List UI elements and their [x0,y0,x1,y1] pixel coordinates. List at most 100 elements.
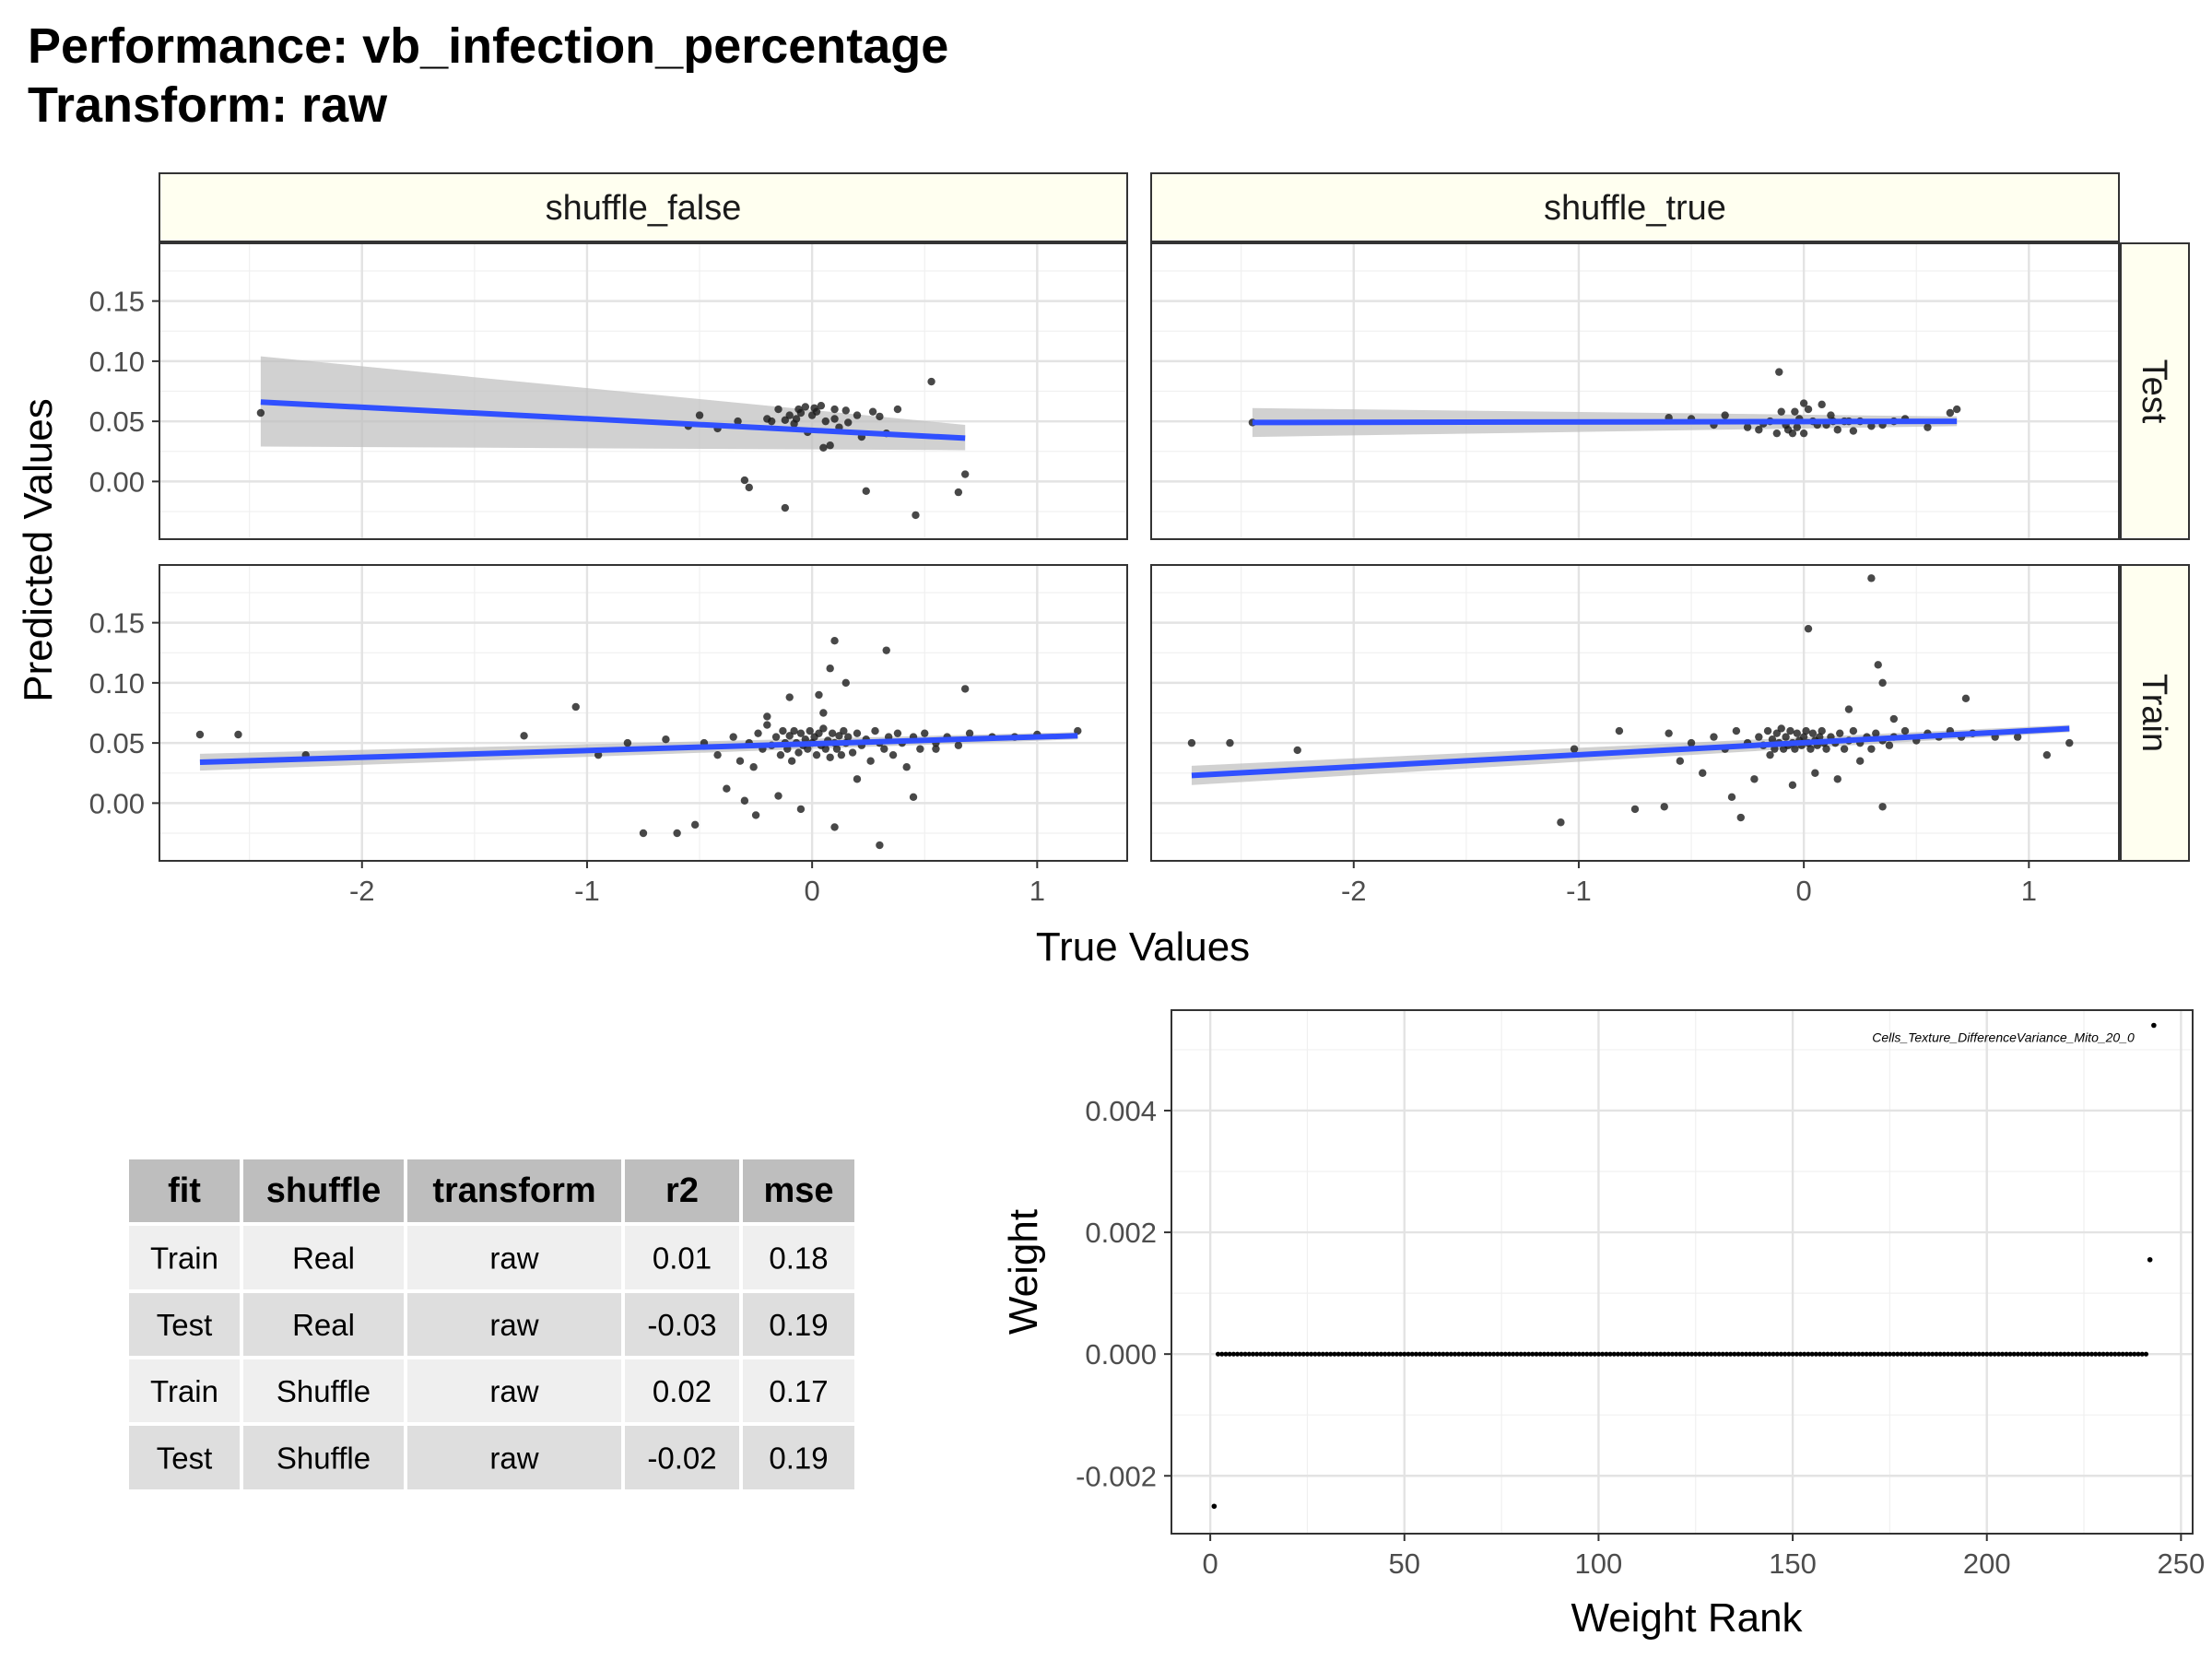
data-point [790,726,798,735]
weight-point [1957,1351,1962,1357]
weight-point [1557,1351,1562,1357]
data-point [1806,745,1815,753]
y-tick-label: 0.002 [1085,1217,1157,1249]
row-strip-train: Train [2120,564,2190,862]
weight-point [1778,1351,1784,1357]
weight-point [1328,1351,1334,1357]
weight-point [1452,1351,1458,1357]
data-point [767,417,776,426]
weight-point [1518,1351,1524,1357]
data-point [826,665,834,673]
table-cell-fit: Test [157,1441,213,1476]
weight-point [1848,1351,1853,1357]
weight-point [1654,1351,1660,1357]
weight-point [1553,1351,1559,1357]
weight-point [1565,1351,1571,1357]
table-cell-transform-bg [407,1293,621,1356]
weight-point [2004,1351,2009,1357]
weight-point [1976,1351,1982,1357]
table-cell-r2: 0.02 [653,1374,712,1408]
data-point [794,748,803,757]
data-point [826,441,834,450]
table-cell-shuffle-bg [243,1359,404,1422]
weight-point [1914,1351,1920,1357]
y-tick-label: 0.05 [89,727,145,759]
weight-point [2046,1351,2052,1357]
weight-point [1363,1351,1369,1357]
weight-point [1281,1351,1287,1357]
data-point [745,483,753,492]
weight-point [1269,1351,1276,1357]
weight-point [1239,1351,1244,1357]
weight-point [1483,1351,1488,1357]
data-point [594,750,603,759]
data-point [256,408,265,418]
panel-border [1150,564,2120,862]
table-header-fit: fit [168,1171,201,1210]
weight-point [1227,1351,1232,1357]
table-cell-fit-bg [129,1293,240,1356]
data-point [695,411,704,419]
panel-shuffle_true-train: -2 -1 0 1 [1150,564,2120,907]
weight-point [1693,1351,1699,1357]
data-point [785,693,794,701]
data-point [1924,423,1932,431]
weight-point [1211,1503,1218,1510]
weight-point [2151,1022,2157,1029]
data-point [1660,803,1668,811]
weight-point [1774,1351,1780,1357]
weight-point [1215,1351,1221,1357]
data-point [902,763,911,771]
table-cell-r2-bg [625,1226,739,1289]
weight-point [1949,1351,1955,1357]
weight-point [1397,1351,1404,1357]
data-point [1844,705,1853,713]
data-point [954,741,963,749]
table-cell-mse: 0.19 [769,1441,828,1476]
table-cell-r2: 0.01 [653,1241,712,1276]
weight-point [2124,1351,2129,1357]
data-point [1786,726,1794,735]
weight-point [1688,1351,1695,1357]
data-point [876,841,884,850]
data-point [2042,750,2052,759]
facet-x-axis-title: True Values [1036,924,1250,970]
data-point [815,690,823,700]
row-strip-test: Test [2120,242,2190,540]
weight-point [2074,1351,2079,1357]
data-point [1187,738,1196,747]
weights-plot: Cells_Texture_DifferenceVariance_Mito_20… [1076,1009,2205,1580]
data-point [1952,405,1961,414]
data-point [1818,400,1826,409]
data-point [1727,793,1736,802]
y-tick-label: 0.10 [89,667,145,700]
table-cell-transform: raw [489,1374,538,1408]
data-point [690,820,700,830]
weight-point [1716,1351,1722,1357]
data-point [1804,624,1813,633]
col-strip-label: shuffle_false [546,189,742,228]
data-point [853,729,862,737]
data-point [774,792,782,800]
weight-point [1246,1351,1252,1357]
weight-point [1359,1351,1365,1357]
data-point [1557,818,1565,827]
table-cell-fit: Train [150,1241,218,1276]
weight-point [1704,1351,1710,1357]
weight-point [1390,1351,1395,1357]
weight-point [1930,1351,1936,1357]
data-point [1791,407,1799,416]
table-cell-r2: -0.02 [647,1441,716,1476]
weight-point [2062,1351,2067,1357]
weight-point [1883,1351,1888,1357]
weight-point [1922,1351,1927,1357]
data-point [729,733,737,741]
weight-point [1992,1351,1997,1357]
weight-point [1817,1351,1823,1357]
weight-point [1650,1351,1656,1357]
weight-point [1619,1351,1625,1357]
weight-point [2104,1351,2110,1357]
weight-point [2053,1351,2060,1357]
weight-point [1972,1351,1978,1357]
